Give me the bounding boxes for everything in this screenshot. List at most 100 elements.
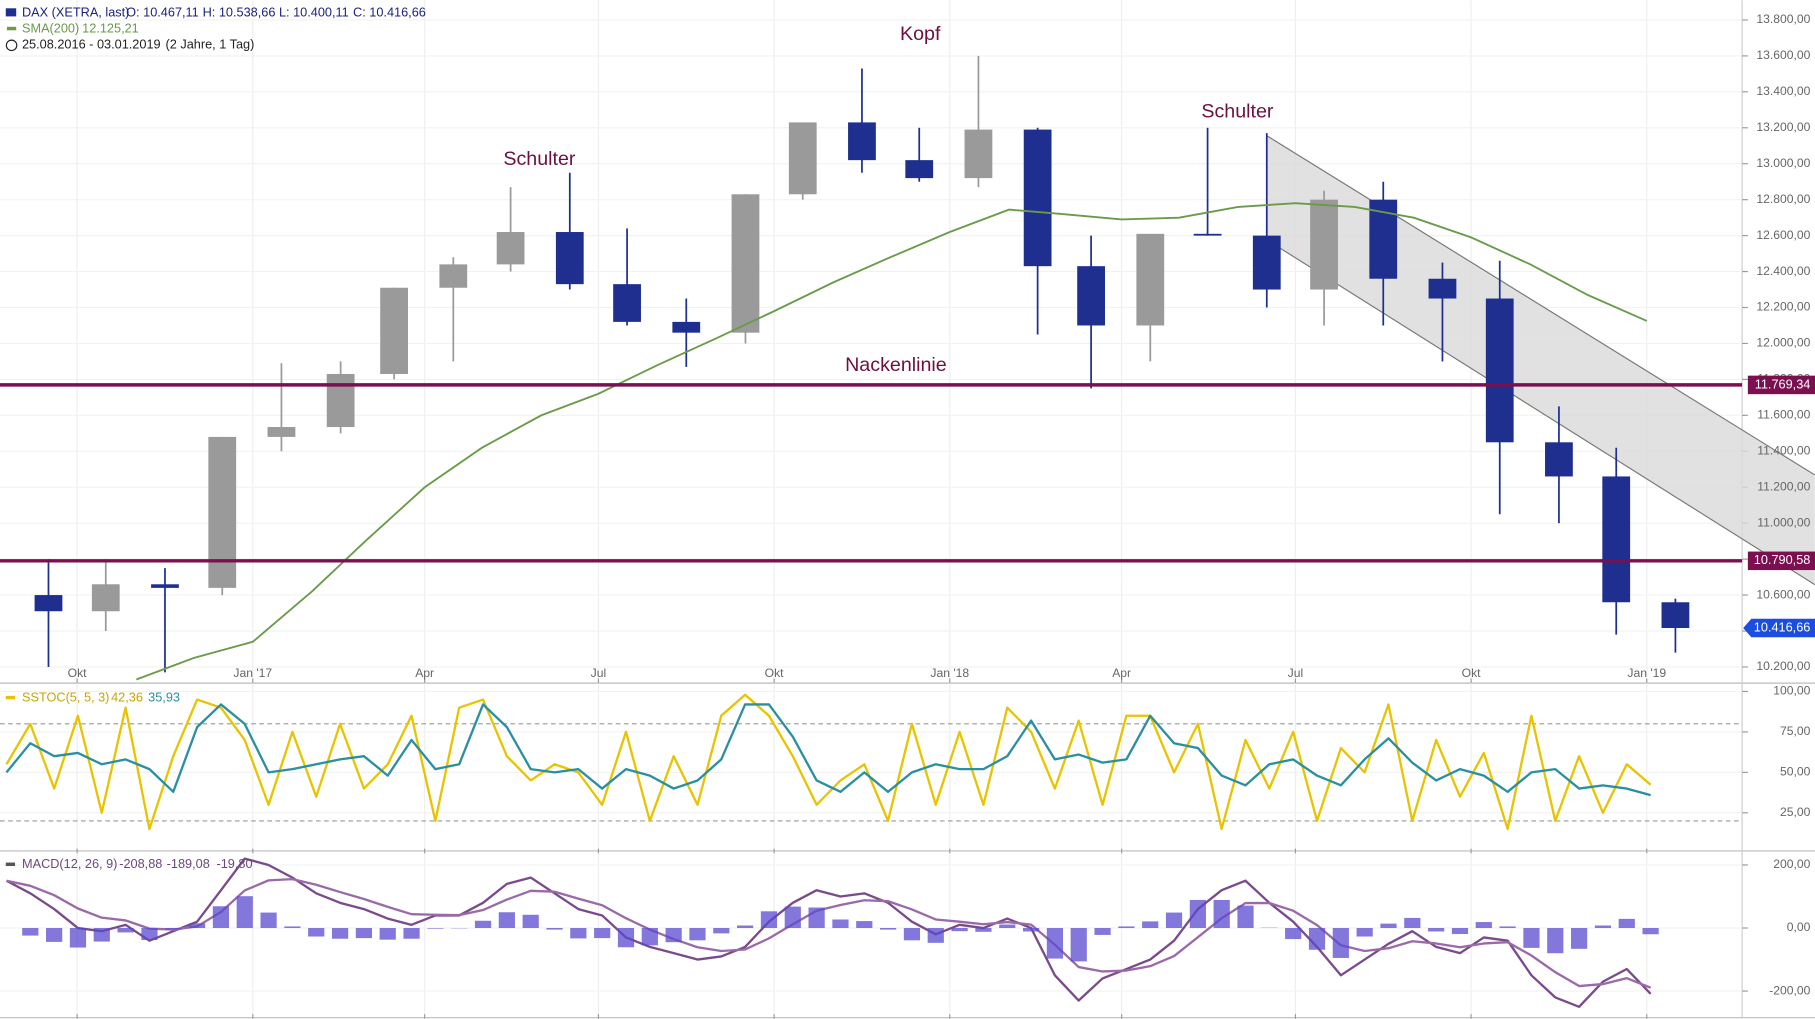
x-tick-label: Jan '19 xyxy=(1627,666,1666,680)
last-badge xyxy=(1743,618,1815,638)
x-tick-label: Okt xyxy=(68,666,88,680)
histogram-bar xyxy=(832,919,849,929)
legend-period: 25.08.2016 - 03.01.2019 xyxy=(22,37,161,52)
legend-macd: MACD(12, 26, 9) xyxy=(22,856,117,871)
candle-body xyxy=(613,284,641,322)
last-label: 10.416,66 xyxy=(1754,619,1811,634)
histogram-bar xyxy=(22,928,39,936)
overlay: Okt Jan '17 Apr Jul Okt Jan '18 Apr Jul Okt Jan '… xyxy=(0,12,1815,997)
candle-body xyxy=(964,129,993,179)
histogram-bar xyxy=(713,928,730,934)
candle-body xyxy=(555,232,584,285)
histogram-bar xyxy=(46,928,63,942)
histogram-bar xyxy=(927,928,944,943)
histogram-bar xyxy=(1594,925,1612,929)
histogram-bar xyxy=(975,928,992,932)
histogram-bar xyxy=(284,926,301,929)
legend-stoch-k: 42,36 xyxy=(111,690,143,705)
histogram-bar xyxy=(594,928,611,939)
legend-icon xyxy=(6,26,17,31)
histogram-bar xyxy=(1380,923,1397,929)
candle-body xyxy=(731,194,760,333)
y-tick-label: 50,00 xyxy=(1780,765,1811,779)
legend-resolution: (2 Jahre, 1 Tag) xyxy=(166,37,255,52)
series-line xyxy=(5,857,1652,1008)
y-tick-label: 12.000,00 xyxy=(1756,336,1810,350)
histogram-bar xyxy=(498,912,515,929)
level-label: 10.790,58 xyxy=(1754,552,1811,567)
legend-ohlc: H: 10.538,66 xyxy=(203,4,276,19)
histogram-bar xyxy=(1189,899,1206,929)
sma-line xyxy=(136,202,1648,681)
legend: DAX (XETRA, last) O: 10.467,11 H: 10.538… xyxy=(5,4,426,871)
histogram-bar xyxy=(1475,922,1492,929)
legend-name: DAX (XETRA, last) xyxy=(22,4,129,19)
candle-body xyxy=(848,122,876,161)
histogram-bar xyxy=(784,906,801,929)
y-tick-label: 11.600,00 xyxy=(1757,408,1810,422)
channel-lower xyxy=(1266,239,1815,586)
y-tick-label: 100,00 xyxy=(1773,684,1810,698)
legend-ohlc: C: 10.416,66 xyxy=(353,4,426,19)
histogram-bar xyxy=(1571,928,1588,949)
y-tick-label: 13.600,00 xyxy=(1756,48,1810,62)
candle-body xyxy=(1661,602,1690,629)
histogram-bar xyxy=(1356,928,1373,937)
histogram-bar xyxy=(570,928,587,939)
histogram-bar xyxy=(665,928,682,943)
y-tick-label: 13.200,00 xyxy=(1756,120,1810,134)
candle-body xyxy=(1310,199,1338,290)
annotation: Kopf xyxy=(900,23,941,45)
y-tick-label: 12.600,00 xyxy=(1756,228,1810,242)
y-tick-label: 12.400,00 xyxy=(1756,264,1810,278)
legend-ohlc: L: 10.400,11 xyxy=(279,4,349,19)
histogram-bar xyxy=(999,924,1016,929)
series-line xyxy=(6,877,1652,989)
histogram-bar xyxy=(522,914,539,929)
candle-body xyxy=(151,584,179,588)
histogram-bar xyxy=(903,928,921,941)
series-line xyxy=(5,703,1651,797)
histogram-bar xyxy=(737,925,754,929)
candle-body xyxy=(496,232,525,265)
histogram-bar xyxy=(212,906,230,929)
histogram-bar xyxy=(69,928,87,948)
legend-sma: SMA(200) xyxy=(22,20,79,35)
histogram-bar xyxy=(308,928,325,937)
level-badge xyxy=(1747,375,1815,395)
candle-body xyxy=(91,584,120,612)
legend-macd-signal: -189,08 xyxy=(167,856,210,871)
legend-macd-hist: -19,80 xyxy=(216,856,252,871)
y-tick-label: 75,00 xyxy=(1780,724,1811,738)
legend-stoch: SSTOC(5, 5, 3) xyxy=(22,690,109,705)
legend-ohlc: O: 10.467,11 xyxy=(126,4,199,19)
histogram-bar xyxy=(951,928,968,932)
y-tick-label: 0,00 xyxy=(1787,920,1811,934)
histogram-bar xyxy=(188,923,206,929)
histogram-bar xyxy=(1428,928,1445,932)
legend-stoch-d: 35,93 xyxy=(148,690,180,705)
histogram-bar xyxy=(1451,928,1469,935)
candle-body xyxy=(1252,235,1281,290)
histogram-bar xyxy=(546,928,563,930)
histogram-bar xyxy=(880,928,897,930)
histogram-bar xyxy=(1165,912,1183,929)
candle-body xyxy=(1023,129,1052,267)
candle-body xyxy=(1602,476,1631,603)
candle-body xyxy=(905,160,934,179)
y-tick-label: 10.600,00 xyxy=(1756,587,1810,601)
y-tick-label: 10.200,00 xyxy=(1756,659,1810,673)
histogram-bar xyxy=(808,907,825,929)
candle-body xyxy=(380,287,409,375)
histogram-bar xyxy=(1642,928,1659,935)
annotation: Schulter xyxy=(503,148,576,170)
histogram-bar xyxy=(1237,905,1254,929)
annotation: Schulter xyxy=(1201,101,1274,123)
histogram-bar xyxy=(641,928,658,946)
x-tick-label: Jan '18 xyxy=(930,666,969,680)
histogram-bar xyxy=(117,928,134,933)
x-tick-label: Jul xyxy=(591,666,607,680)
histogram-bar xyxy=(1308,928,1326,950)
x-tick-label: Okt xyxy=(765,666,785,680)
